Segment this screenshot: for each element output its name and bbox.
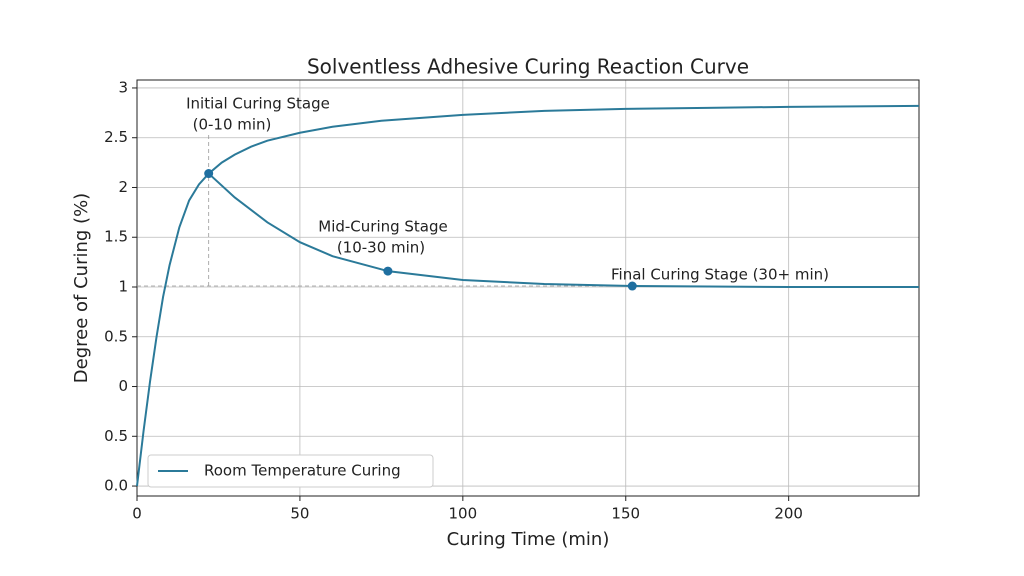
y-tick-label: 2 <box>118 178 128 196</box>
y-axis-label: Degree of Curing (%) <box>71 193 92 383</box>
stage-marker <box>627 281 637 291</box>
annotation: Final Curing Stage (30+ min) <box>611 266 829 284</box>
annotation: Initial Curing Stage <box>186 95 330 113</box>
annotation: (10-30 min) <box>337 239 425 257</box>
x-tick-label: 150 <box>611 505 640 523</box>
y-tick-label: 0.0 <box>104 477 128 495</box>
data-line <box>136 104 920 487</box>
y-tick-label: 3 <box>118 78 128 96</box>
plot-area <box>136 104 920 487</box>
stage-marker <box>383 266 393 276</box>
y-tick-label: 1 <box>118 278 128 296</box>
legend-label: Room Temperature Curing <box>204 462 401 480</box>
y-tick-label: 0.5 <box>104 327 128 345</box>
x-axis-label: Curing Time (min) <box>447 529 610 550</box>
grid <box>132 79 920 501</box>
y-tick-label: 0.5 <box>104 427 128 445</box>
stage-marker <box>204 169 214 179</box>
y-tick-label: 1.5 <box>104 228 128 246</box>
x-tick-label: 200 <box>774 505 803 523</box>
annotation: Mid-Curing Stage <box>318 218 448 236</box>
x-tick-label: 0 <box>132 505 142 523</box>
annotation: (0-10 min) <box>193 116 272 134</box>
x-tick-label: 100 <box>449 505 478 523</box>
legend-box <box>147 454 434 488</box>
x-tick-label: 50 <box>290 505 309 523</box>
y-tick-label: 2.5 <box>104 128 128 146</box>
chart-title: Solventless Adhesive Curing Reaction Cur… <box>307 55 749 79</box>
y-tick-label: 0 <box>118 377 128 395</box>
